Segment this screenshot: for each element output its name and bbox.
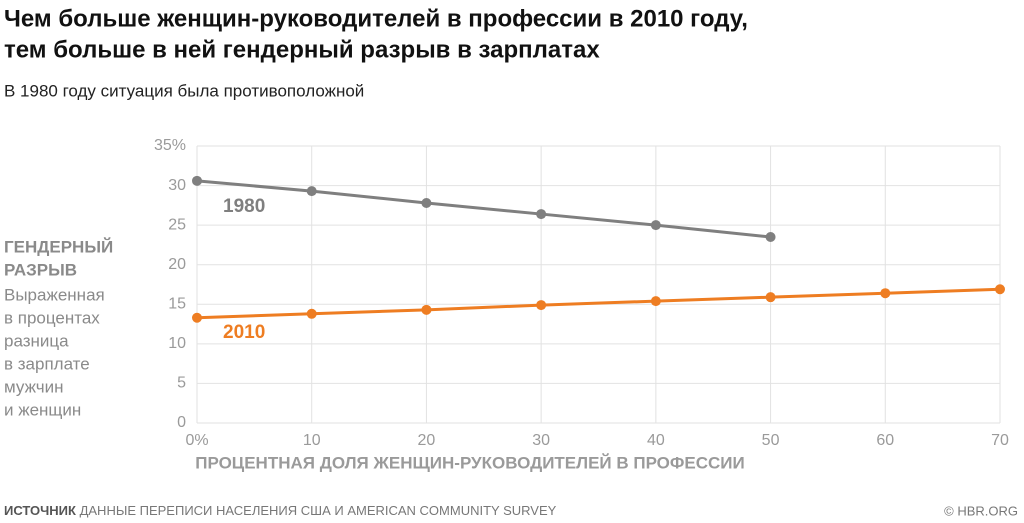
y-tick-label: 25 <box>168 216 186 233</box>
y-axis-description: в процентах <box>4 308 100 327</box>
series-label: 2010 <box>223 322 265 343</box>
y-axis-description: мужчин <box>4 377 64 396</box>
chart-title: тем больше в ней гендерный разрыв в зарп… <box>4 36 600 63</box>
data-point <box>306 308 317 319</box>
data-point <box>192 175 202 186</box>
x-axis-title: ПРОЦЕНТНАЯ ДОЛЯ ЖЕНЩИН-РУКОВОДИТЕЛЕЙ В П… <box>195 453 745 472</box>
y-axis-title: РАЗРЫВ <box>4 260 77 279</box>
y-axis-description: разница <box>4 331 69 350</box>
x-tick-label: 50 <box>762 432 780 449</box>
x-tick-label: 0% <box>185 432 208 449</box>
credit: © HBR.ORG <box>944 503 1018 518</box>
series-label: 1980 <box>223 196 265 217</box>
data-point <box>880 288 891 299</box>
data-point <box>421 304 432 315</box>
x-tick-label: 40 <box>647 432 665 449</box>
y-tick-label: 15 <box>168 296 186 313</box>
y-tick-label: 0 <box>177 414 186 431</box>
data-point <box>650 296 661 307</box>
data-point <box>650 220 661 231</box>
series-line <box>196 287 1001 320</box>
data-point <box>192 312 202 323</box>
data-point <box>765 292 776 303</box>
data-point <box>306 186 317 197</box>
chart-title: Чем больше женщин-руководителей в профес… <box>4 5 748 32</box>
y-axis-title: ГЕНДЕРНЫЙ <box>4 237 113 256</box>
series-line <box>196 179 771 239</box>
y-tick-label: 5 <box>177 375 186 392</box>
y-axis-description: и женщин <box>4 400 81 419</box>
y-tick-label: 30 <box>168 177 186 194</box>
y-tick-label: 10 <box>168 335 186 352</box>
data-point <box>765 232 776 243</box>
y-axis-description: в зарплате <box>4 354 90 373</box>
source: ИСТОЧНИК ДАННЫЕ ПЕРЕПИСИ НАСЕЛЕНИЯ США И… <box>4 503 557 518</box>
source-text: ДАННЫЕ ПЕРЕПИСИ НАСЕЛЕНИЯ США И AMERICAN… <box>80 503 557 518</box>
y-tick-label: 35% <box>154 137 186 154</box>
x-tick-label: 30 <box>532 432 550 449</box>
x-tick-label: 20 <box>418 432 436 449</box>
x-tick-label: 70 <box>991 432 1009 449</box>
x-tick-label: 60 <box>876 432 894 449</box>
data-point <box>536 209 547 220</box>
subtitle: В 1980 году ситуация была противоположно… <box>4 81 364 100</box>
data-point <box>995 284 1005 295</box>
y-tick-label: 20 <box>168 256 186 273</box>
x-tick-label: 10 <box>303 432 321 449</box>
data-point <box>421 197 432 208</box>
source-label: ИСТОЧНИК <box>4 503 76 518</box>
data-point <box>536 300 547 311</box>
y-axis-description: Выраженная <box>4 285 105 304</box>
